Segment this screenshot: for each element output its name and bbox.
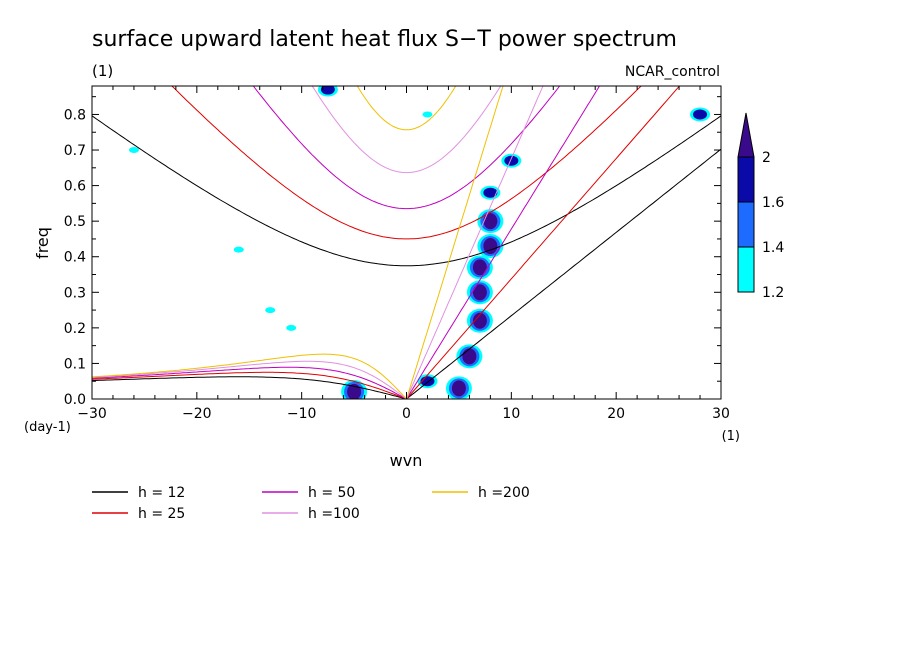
x-axis-unit: (1) bbox=[722, 429, 740, 444]
legend-label-2: h = 50 bbox=[308, 485, 355, 501]
colorbar-box-2 bbox=[737, 156, 755, 203]
colorbar-label-3: 2 bbox=[762, 150, 771, 166]
er-curve-3 bbox=[92, 360, 407, 399]
y-tick-label: 0.8 bbox=[64, 107, 86, 123]
ig-curve-0 bbox=[92, 115, 721, 267]
feature-blob-12 bbox=[693, 109, 708, 120]
colorbar-label-2: 1.6 bbox=[762, 195, 784, 211]
x-tick-label: 20 bbox=[607, 406, 625, 422]
colorbar-box-0 bbox=[737, 246, 755, 293]
chart-title: surface upward latent heat flux S−T powe… bbox=[92, 27, 677, 52]
feature-blob-4 bbox=[472, 284, 487, 301]
chart-subtitle-left: (1) bbox=[92, 62, 113, 80]
y-tick-label: 0.7 bbox=[64, 143, 86, 159]
kelvin-curve-3 bbox=[406, 86, 544, 399]
feature-blob-8 bbox=[483, 187, 498, 198]
er-curve-4 bbox=[92, 353, 407, 399]
x-tick-label: 30 bbox=[712, 406, 730, 422]
y-tick-label: 0.3 bbox=[64, 285, 86, 301]
y-tick-label: 0.5 bbox=[64, 214, 86, 230]
feature-blob-6 bbox=[483, 238, 498, 255]
feature-blob-13 bbox=[422, 111, 433, 118]
chart-subtitle-right: NCAR_control bbox=[625, 64, 720, 80]
legend: h = 12 h = 25 h = 50 h =100 h =200 bbox=[92, 485, 530, 522]
dispersion-curves bbox=[92, 86, 721, 399]
feature-blob-14 bbox=[265, 307, 276, 314]
feature-blob-15 bbox=[286, 324, 297, 331]
x-tick-label: 0 bbox=[402, 406, 411, 422]
legend-label-1: h = 25 bbox=[138, 506, 185, 522]
feature-blob-16 bbox=[128, 147, 139, 154]
feature-blob-0 bbox=[451, 380, 466, 397]
ig-curve-2 bbox=[252, 86, 561, 210]
colorbar-label-0: 1.2 bbox=[762, 285, 784, 301]
x-tick-label: 10 bbox=[502, 406, 520, 422]
feature-blob-7 bbox=[483, 213, 498, 230]
ig-curve-4 bbox=[356, 86, 457, 131]
ig-curve-3 bbox=[311, 86, 502, 174]
feature-blob-3 bbox=[472, 312, 487, 329]
colorbar-box-1 bbox=[737, 201, 755, 248]
y-tick-label: 0.0 bbox=[64, 392, 86, 408]
er-curve-1 bbox=[92, 371, 407, 399]
axis-ticks: −30 −20 −10 0 10 20 30 0.0 0.1 0.2 0.3 0.4 0.5 0.6 0.7… bbox=[64, 86, 730, 422]
colorbar-triangle bbox=[737, 112, 755, 158]
feature-blob-2 bbox=[462, 348, 477, 365]
y-axis-unit: (day-1) bbox=[24, 420, 71, 435]
feature-blob-1 bbox=[347, 383, 362, 399]
y-axis-label: freq bbox=[33, 227, 52, 259]
legend-label-0: h = 12 bbox=[138, 485, 185, 501]
feature-blob-11 bbox=[320, 86, 335, 95]
kelvin-curve-2 bbox=[406, 86, 601, 399]
y-tick-label: 0.6 bbox=[64, 179, 86, 195]
feature-blob-5 bbox=[472, 259, 487, 276]
x-tick-label: −20 bbox=[182, 406, 212, 422]
feature-blob-9 bbox=[504, 155, 519, 166]
x-axis-label: wvn bbox=[390, 451, 423, 470]
legend-label-3: h =100 bbox=[308, 506, 360, 522]
x-tick-label: −30 bbox=[77, 406, 107, 422]
ig-curve-1 bbox=[171, 86, 642, 240]
er-curve-0 bbox=[92, 376, 407, 399]
colorbar-label-1: 1.4 bbox=[762, 240, 784, 256]
kelvin-curve-0 bbox=[406, 148, 721, 399]
y-tick-label: 0.1 bbox=[64, 356, 86, 372]
x-tick-label: −10 bbox=[287, 406, 317, 422]
y-tick-label: 0.2 bbox=[64, 321, 86, 337]
kelvin-curve-1 bbox=[406, 86, 681, 399]
legend-label-4: h =200 bbox=[478, 485, 530, 501]
kelvin-curve-4 bbox=[406, 86, 504, 399]
feature-blob-17 bbox=[233, 246, 244, 253]
plot-frame bbox=[91, 85, 722, 400]
er-curve-2 bbox=[92, 366, 407, 399]
colorbar: 1.2 1.4 1.6 2 bbox=[737, 112, 784, 301]
y-tick-label: 0.4 bbox=[64, 250, 86, 266]
